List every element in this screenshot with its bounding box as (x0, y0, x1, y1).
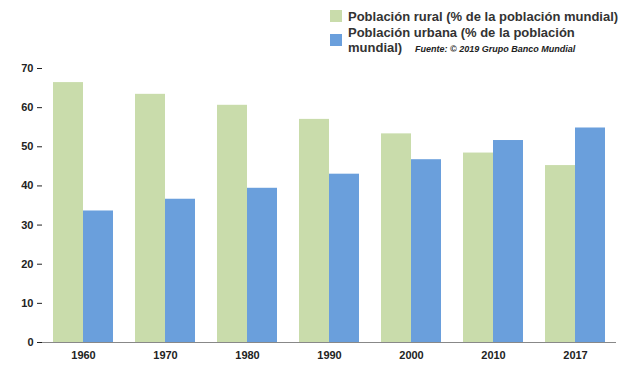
svg-text:1960: 1960 (71, 349, 95, 361)
html-text:Población urbana (% de la pobl: Población urbana (% de la población mund… (348, 25, 575, 55)
svg-text:40: 40 (21, 179, 33, 191)
svg-text:20: 20 (21, 258, 33, 270)
svg-text:30: 30 (21, 219, 33, 231)
svg-text:10: 10 (21, 297, 33, 309)
svg-text:70: 70 (21, 62, 33, 74)
svg-text:0: 0 (27, 336, 33, 348)
svg-text:1970: 1970 (153, 349, 177, 361)
html-text:Población rural (% de la pobla: Población rural (% de la población mundi… (348, 8, 619, 24)
svg-text:1990: 1990 (317, 349, 341, 361)
svg-text:50: 50 (21, 140, 33, 152)
html-text:Fuente: © 2019 Grupo Banco Mun: Fuente: © 2019 Grupo Banco Mundial (415, 44, 576, 54)
svg-text:1980: 1980 (235, 349, 259, 361)
svg-text:2000: 2000 (399, 349, 423, 361)
svg-text:2010: 2010 (481, 349, 505, 361)
svg-text:2017: 2017 (563, 349, 587, 361)
svg-text:60: 60 (21, 101, 33, 113)
